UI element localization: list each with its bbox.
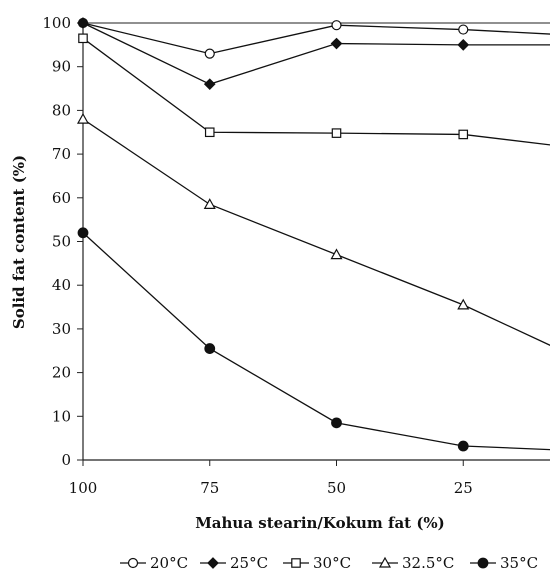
data-point <box>458 24 469 35</box>
y-tick-label: 0 <box>61 451 71 469</box>
series-line <box>82 22 550 85</box>
legend-item: 20°C <box>120 554 188 572</box>
series-line <box>82 22 550 55</box>
data-point <box>77 227 89 239</box>
data-point <box>203 198 216 209</box>
legend-item: 32.5°C <box>372 554 454 572</box>
legend-item: 35°C <box>470 554 538 572</box>
y-tick-label: 20 <box>52 364 71 382</box>
legend-marker <box>477 557 489 569</box>
legend-label: 30°C <box>313 554 351 572</box>
y-tick-label: 60 <box>52 189 71 207</box>
data-point <box>457 39 470 51</box>
legend: 20°C 25°C 30°C 32.5°C 35°C <box>120 554 538 572</box>
series-35CC <box>77 227 550 452</box>
series-25CC <box>77 17 550 91</box>
data-point <box>331 20 342 31</box>
y-tick-label: 50 <box>52 233 71 251</box>
data-point <box>331 128 342 138</box>
y-tick-label: 70 <box>52 145 71 163</box>
x-tick-label: 75 <box>200 479 219 497</box>
y-axis-title: Solid fat content (%) <box>10 155 28 329</box>
x-tick-label: 100 <box>69 479 98 497</box>
legend-item: 30°C <box>283 554 351 572</box>
legend-marker <box>291 558 301 568</box>
data-point <box>203 78 216 91</box>
series-30CC <box>78 33 550 146</box>
data-point <box>331 417 342 429</box>
data-point <box>330 37 343 50</box>
series-line <box>82 232 550 451</box>
y-axis: 0 10 20 30 40 50 60 70 80 90 100 <box>42 14 84 469</box>
legend-item: 25°C <box>200 554 268 572</box>
data-point <box>204 343 216 354</box>
y-tick-label: 100 <box>42 14 71 32</box>
data-point <box>330 248 343 260</box>
data-point <box>204 48 215 59</box>
series-line <box>82 37 550 146</box>
y-tick-label: 90 <box>52 58 71 76</box>
legend-label: 20°C <box>150 554 188 572</box>
data-point <box>76 112 90 124</box>
y-tick-label: 80 <box>52 101 71 119</box>
y-tick-label: 40 <box>52 276 71 294</box>
data-point <box>457 440 469 452</box>
legend-marker <box>207 557 219 569</box>
data-point <box>204 127 215 138</box>
legend-label: 25°C <box>230 554 268 572</box>
legend-marker <box>127 557 139 569</box>
y-tick-label: 30 <box>52 320 71 338</box>
series-layer <box>76 17 550 452</box>
legend-label: 32.5°C <box>402 554 454 572</box>
data-point <box>458 129 469 140</box>
y-tick-label: 10 <box>52 407 71 425</box>
series-20CC <box>77 17 550 59</box>
x-tick-label: 50 <box>327 479 346 497</box>
data-point <box>457 298 470 310</box>
data-point <box>77 17 89 29</box>
series-32.5CC <box>76 112 550 346</box>
series-line <box>82 118 550 346</box>
legend-label: 35°C <box>500 554 538 572</box>
x-axis: 100 75 50 25 <box>69 459 550 497</box>
x-tick-label: 25 <box>454 479 473 497</box>
data-point <box>78 33 88 44</box>
x-axis-title: Mahua stearin/Kokum fat (%) <box>195 514 445 532</box>
legend-marker <box>378 556 392 568</box>
